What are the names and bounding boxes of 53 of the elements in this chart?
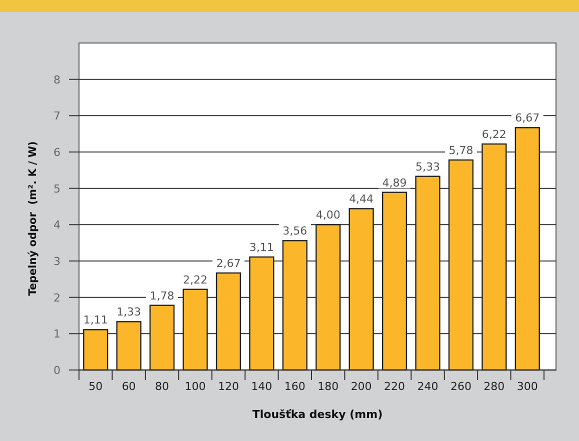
y-tick-label: 3 (54, 255, 60, 268)
x-tick-label: 50 (88, 380, 103, 393)
x-tick-label: 280 (484, 380, 505, 393)
y-tick-label: 6 (54, 146, 60, 159)
bar (448, 159, 474, 371)
data-label: 3,56 (282, 224, 308, 238)
y-axis-title: Tepelný odpor (m². K / W) (27, 141, 39, 296)
bar (249, 256, 274, 371)
x-tick-label: 220 (384, 380, 406, 393)
data-label: 5,33 (416, 160, 440, 174)
bar (382, 192, 408, 371)
bar (482, 143, 507, 371)
y-tick-label: 8 (54, 73, 60, 86)
bar (216, 272, 242, 371)
y-tick-label: 0 (54, 364, 60, 377)
bar (116, 321, 142, 371)
y-tick-label: 4 (54, 218, 60, 232)
x-tick-label: 180 (318, 380, 339, 393)
data-label: 6,22 (482, 128, 506, 142)
x-tick-label: 100 (184, 380, 206, 393)
x-tick-label: 120 (218, 380, 239, 393)
x-tick-label: 80 (155, 380, 170, 393)
data-label: 1,33 (116, 306, 142, 319)
x-tick-label: 300 (516, 380, 538, 393)
data-label: 2,67 (216, 256, 241, 270)
x-tick-label: 140 (251, 380, 272, 393)
data-label: 5,78 (448, 144, 474, 157)
x-tick-label: 200 (350, 380, 372, 393)
data-label: 1,78 (150, 289, 174, 302)
y-tick-label: 1 (54, 328, 60, 341)
data-label: 1,11 (83, 314, 108, 327)
data-label: 4,00 (316, 208, 340, 222)
bar (282, 240, 308, 371)
bar (348, 208, 374, 371)
data-label: 4,44 (349, 192, 374, 206)
data-label: 4,89 (382, 176, 407, 190)
y-tick-label: 5 (54, 182, 60, 196)
data-label: 2,22 (183, 273, 208, 286)
bar (149, 304, 175, 371)
bar (514, 127, 540, 371)
bar (316, 224, 341, 371)
x-tick-label: 260 (450, 380, 472, 393)
x-axis-title: Tloušťka desky (mm) (252, 408, 383, 421)
bar (182, 288, 208, 371)
bar (415, 176, 440, 371)
x-tick-label: 160 (284, 380, 306, 393)
y-tick-label: 2 (54, 291, 60, 304)
data-label: 6,67 (515, 112, 540, 125)
x-tick-label: 60 (122, 380, 136, 393)
x-tick-label: 240 (417, 380, 438, 393)
y-tick-label: 7 (54, 110, 60, 123)
bar (83, 329, 108, 371)
data-label: 3,11 (249, 241, 274, 254)
